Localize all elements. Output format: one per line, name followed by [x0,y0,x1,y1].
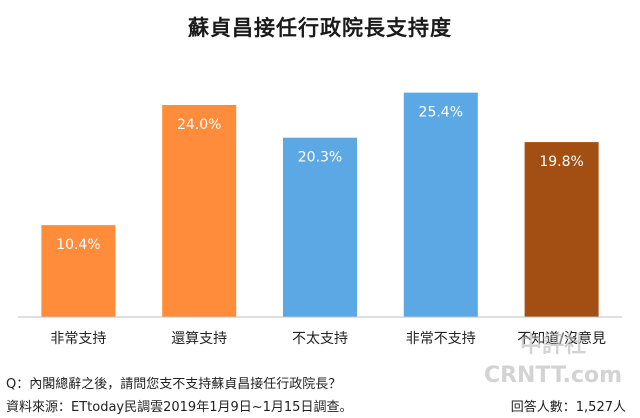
labels-layer: 10.4% 非常支持 24.0% 還算支持 20.3% 不太支持 25.4% 非常不支持 19.… [50,105,606,347]
category-label-0: 非常支持 [50,331,106,347]
data-label-4: 19.8% [539,154,583,170]
bar-1 [162,105,237,317]
watermark-line1: 中評社 [520,332,586,358]
data-label-0: 10.4% [56,237,100,253]
bar-4 [524,142,599,317]
data-label-3: 25.4% [419,105,463,121]
category-label-2: 不太支持 [292,331,348,347]
respondent-count: 回答人數：1,527人 [510,400,626,415]
bar-3 [403,92,478,317]
survey-question: Q：內閣總辭之後，請問您支不支持蘇貞昌接任行政院長？ [6,377,342,392]
data-label-2: 20.3% [298,150,342,166]
data-label-1: 24.0% [177,117,221,133]
category-label-4: 不知道/沒意見 [517,330,606,347]
data-source-note: 資料來源：ETtoday民調雲2019年1月9日~1月15日調查。 [6,400,353,415]
bar-0 [41,225,116,317]
bars-layer [41,92,599,317]
crntt-watermark: 中評社 CRNTT.com [484,332,622,388]
category-label-3: 非常不支持 [406,331,476,347]
chart-title: 蘇貞昌接任行政院長支持度 [188,16,452,40]
watermark-line2: CRNTT.com [484,363,622,388]
bar-2 [283,137,357,317]
category-label-1: 還算支持 [171,331,227,347]
